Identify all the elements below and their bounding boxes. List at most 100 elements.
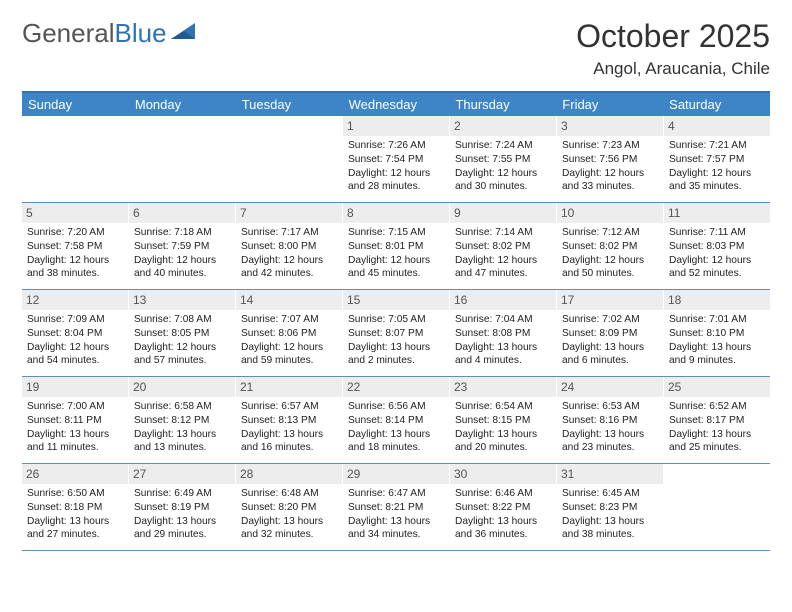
weekday-header: Monday [129,93,236,116]
sunrise-line: Sunrise: 7:23 AM [562,139,658,153]
daylight-line: Daylight: 12 hours and 42 minutes. [241,254,337,282]
sunrise-line: Sunrise: 6:57 AM [241,400,337,414]
sunset-line: Sunset: 8:17 PM [669,414,765,428]
daylight-line: Daylight: 13 hours and 38 minutes. [562,515,658,543]
sunset-line: Sunset: 8:11 PM [27,414,123,428]
sunset-line: Sunset: 8:13 PM [241,414,337,428]
day-cell [129,116,236,202]
day-cell: 20Sunrise: 6:58 AMSunset: 8:12 PMDayligh… [129,377,236,463]
daylight-line: Daylight: 12 hours and 57 minutes. [134,341,230,369]
daylight-line: Daylight: 13 hours and 13 minutes. [134,428,230,456]
daylight-line: Daylight: 13 hours and 36 minutes. [455,515,551,543]
sunrise-line: Sunrise: 6:48 AM [241,487,337,501]
sunset-line: Sunset: 7:57 PM [669,153,765,167]
week-row: 1Sunrise: 7:26 AMSunset: 7:54 PMDaylight… [22,116,770,203]
sunrise-line: Sunrise: 6:53 AM [562,400,658,414]
sunrise-line: Sunrise: 6:54 AM [455,400,551,414]
sunset-line: Sunset: 8:04 PM [27,327,123,341]
daylight-line: Daylight: 13 hours and 34 minutes. [348,515,444,543]
weekday-header: Friday [556,93,663,116]
sunset-line: Sunset: 8:02 PM [455,240,551,254]
day-cell: 13 Sunrise: 7:08 AMSunset: 8:05 PMDayligh… [129,290,236,376]
daylight-line: Daylight: 13 hours and 18 minutes. [348,428,444,456]
day-cell: 19Sunrise: 7:00 AMSunset: 8:11 PMDayligh… [22,377,129,463]
triangle-icon [171,21,197,46]
day-number: 17 [557,290,663,310]
sunrise-line: Sunrise: 6:56 AM [348,400,444,414]
sunrise-line: Sunrise: 7:05 AM [348,313,444,327]
sunset-line: Sunset: 8:20 PM [241,501,337,515]
sunset-line: Sunset: 8:05 PM [134,327,230,341]
day-cell: 5Sunrise: 7:20 AMSunset: 7:58 PMDaylight… [22,203,129,289]
sunrise-line: Sunrise: 7:21 AM [669,139,765,153]
day-number: 30 [450,464,556,484]
logo: GeneralBlue [22,18,197,49]
daylight-line: Daylight: 13 hours and 32 minutes. [241,515,337,543]
weekday-header: Tuesday [236,93,343,116]
sunset-line: Sunset: 8:23 PM [562,501,658,515]
sunrise-line: Sunrise: 7:09 AM [27,313,123,327]
sunrise-line: Sunrise: 7:26 AM [348,139,444,153]
daylight-line: Daylight: 12 hours and 40 minutes. [134,254,230,282]
daylight-line: Daylight: 13 hours and 27 minutes. [27,515,123,543]
weekday-header: Sunday [22,93,129,116]
daylight-line: Daylight: 13 hours and 2 minutes. [348,341,444,369]
day-number: 14 [236,290,342,310]
day-number: 27 [129,464,235,484]
daylight-line: Daylight: 12 hours and 50 minutes. [562,254,658,282]
day-number: 23 [450,377,556,397]
sunset-line: Sunset: 8:19 PM [134,501,230,515]
daylight-line: Daylight: 13 hours and 11 minutes. [27,428,123,456]
day-cell: 6Sunrise: 7:18 AMSunset: 7:59 PMDaylight… [129,203,236,289]
day-number: 19 [22,377,128,397]
daylight-line: Daylight: 13 hours and 29 minutes. [134,515,230,543]
daylight-line: Daylight: 12 hours and 47 minutes. [455,254,551,282]
day-cell [664,464,770,550]
sunset-line: Sunset: 7:54 PM [348,153,444,167]
day-number: 13 [129,290,235,310]
sunrise-line: Sunrise: 6:49 AM [134,487,230,501]
sunrise-line: Sunrise: 7:02 AM [562,313,658,327]
daylight-line: Daylight: 13 hours and 9 minutes. [669,341,765,369]
sunset-line: Sunset: 7:58 PM [27,240,123,254]
sunset-line: Sunset: 8:21 PM [348,501,444,515]
day-number: 12 [22,290,128,310]
sunrise-line: Sunrise: 6:52 AM [669,400,765,414]
day-cell: 21Sunrise: 6:57 AMSunset: 8:13 PMDayligh… [236,377,343,463]
daylight-line: Daylight: 13 hours and 20 minutes. [455,428,551,456]
sunrise-line: Sunrise: 7:07 AM [241,313,337,327]
day-cell: 9Sunrise: 7:14 AMSunset: 8:02 PMDaylight… [450,203,557,289]
day-cell: 2Sunrise: 7:24 AMSunset: 7:55 PMDaylight… [450,116,557,202]
day-cell: 18Sunrise: 7:01 AMSunset: 8:10 PMDayligh… [664,290,770,376]
day-cell: 27 Sunrise: 6:49 AMSunset: 8:19 PMDayligh… [129,464,236,550]
day-cell: 11Sunrise: 7:11 AMSunset: 8:03 PMDayligh… [664,203,770,289]
day-cell: 28Sunrise: 6:48 AMSunset: 8:20 PMDayligh… [236,464,343,550]
sunset-line: Sunset: 7:59 PM [134,240,230,254]
sunset-line: Sunset: 8:15 PM [455,414,551,428]
day-number: 8 [343,203,449,223]
sunset-line: Sunset: 8:07 PM [348,327,444,341]
day-number: 9 [450,203,556,223]
sunset-line: Sunset: 8:06 PM [241,327,337,341]
day-number: 22 [343,377,449,397]
title-block: October 2025 Angol, Araucania, Chile [576,18,770,79]
day-number: 7 [236,203,342,223]
day-number: 24 [557,377,663,397]
daylight-line: Daylight: 13 hours and 23 minutes. [562,428,658,456]
sunrise-line: Sunrise: 7:24 AM [455,139,551,153]
sunrise-line: Sunrise: 7:08 AM [134,313,230,327]
logo-text: GeneralBlue [22,18,167,49]
sunset-line: Sunset: 8:01 PM [348,240,444,254]
week-row: 19Sunrise: 7:00 AMSunset: 8:11 PMDayligh… [22,377,770,464]
day-number: 16 [450,290,556,310]
day-number: 26 [22,464,128,484]
day-number: 20 [129,377,235,397]
sunrise-line: Sunrise: 7:20 AM [27,226,123,240]
day-cell: 23 Sunrise: 6:54 AMSunset: 8:15 PMDayligh… [450,377,557,463]
day-cell: 25Sunrise: 6:52 AMSunset: 8:17 PMDayligh… [664,377,770,463]
day-number: 10 [557,203,663,223]
sunset-line: Sunset: 8:22 PM [455,501,551,515]
week-row: 26Sunrise: 6:50 AMSunset: 8:18 PMDayligh… [22,464,770,551]
weekday-header: Saturday [663,93,770,116]
sunset-line: Sunset: 8:09 PM [562,327,658,341]
